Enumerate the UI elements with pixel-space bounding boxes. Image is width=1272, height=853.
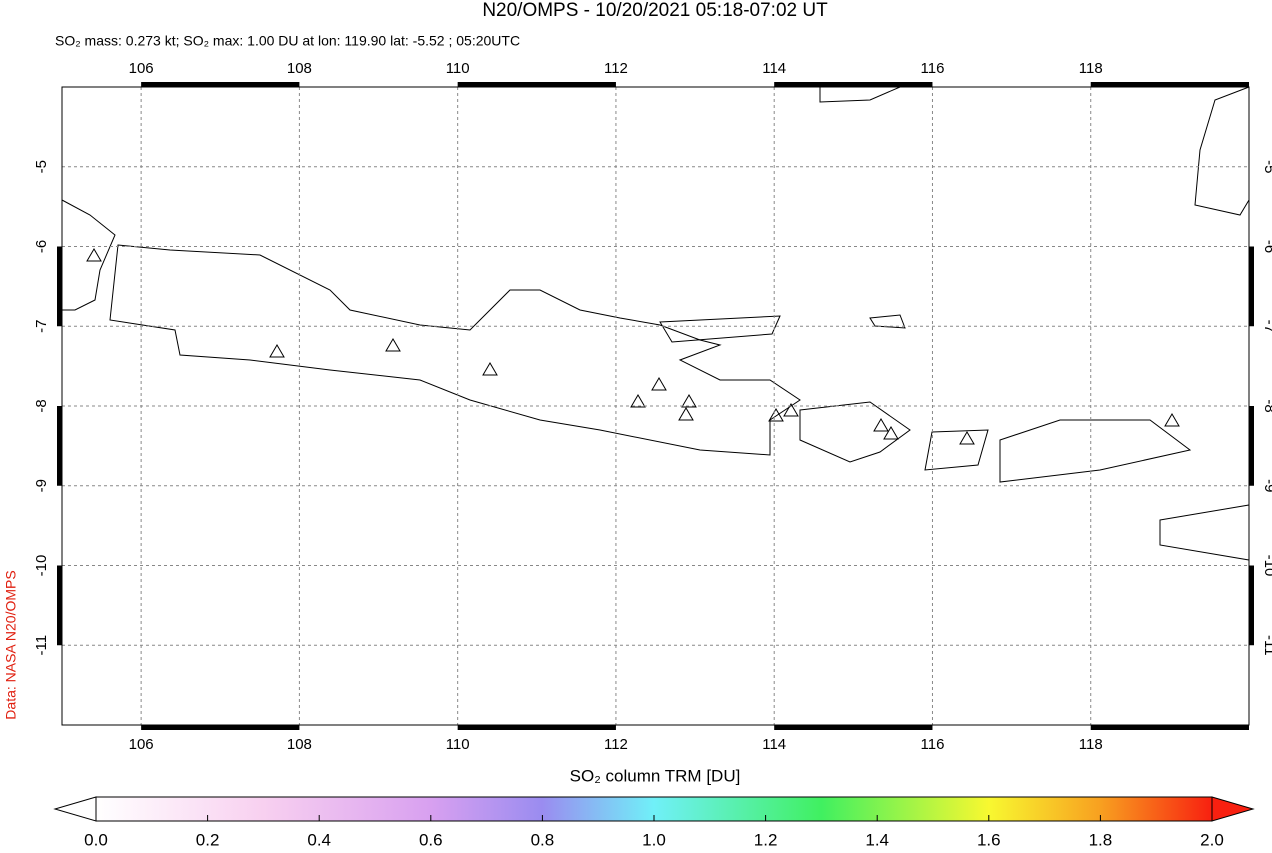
x-tick-label: 112 xyxy=(604,60,628,77)
frame-bar xyxy=(457,725,616,730)
y-tick-label: -10 xyxy=(33,555,50,577)
colorbar-tick-label: 1.8 xyxy=(1089,830,1113,849)
x-tick-label: 110 xyxy=(446,60,470,77)
sumbawa xyxy=(999,419,1192,483)
colorbar-tick-label: 0.0 xyxy=(84,830,108,849)
y-tick-label: -6 xyxy=(33,240,50,253)
colorbar-over xyxy=(1211,796,1255,822)
colorbar-tick-label: 0.6 xyxy=(419,830,443,849)
y-tick-label: -5 xyxy=(33,160,50,173)
title: N20/OMPS - 10/20/2021 05:18-07:02 UT xyxy=(482,0,828,21)
sumatra xyxy=(61,199,116,311)
kangean xyxy=(869,314,906,329)
volcanoes xyxy=(86,248,1180,445)
x-tick-label: 106 xyxy=(129,60,154,77)
volcano xyxy=(630,394,646,408)
volcano xyxy=(385,338,401,352)
volcano xyxy=(768,408,784,422)
volcano xyxy=(959,431,975,445)
colorbar-tick-label: 2.0 xyxy=(1200,830,1224,849)
x-tick-label: 118 xyxy=(1079,60,1103,77)
y-tick-label: -8 xyxy=(1261,399,1272,412)
x-tick-label: 114 xyxy=(762,60,786,77)
y-tick-label: -9 xyxy=(1261,479,1272,492)
volcano xyxy=(269,344,285,358)
colorbar-tick-label: 0.2 xyxy=(196,830,220,849)
x-tick-label: 118 xyxy=(1079,736,1103,753)
volcano xyxy=(86,248,102,262)
frame-bar xyxy=(1249,565,1254,646)
colorbar-label: SO₂ column TRM [DU] xyxy=(570,766,741,785)
colorbar-tick-label: 1.0 xyxy=(642,830,666,849)
lombok xyxy=(924,429,989,471)
subtitle: SO₂ mass: 0.273 kt; SO₂ max: 1.00 DU at … xyxy=(55,33,520,49)
y-tick-label: -11 xyxy=(1261,635,1272,656)
colorbar-tick-label: 1.2 xyxy=(754,830,778,849)
frame-bar xyxy=(774,82,933,87)
colorbar-tick-label: 0.4 xyxy=(307,830,331,849)
credit: Data: NASA N20/OMPS xyxy=(3,570,19,719)
x-tick-label: 116 xyxy=(921,60,945,77)
madura xyxy=(659,315,781,343)
volcano xyxy=(1164,413,1180,427)
y-tick-label: -11 xyxy=(33,635,50,656)
colorbar-tick-label: 0.8 xyxy=(531,830,555,849)
colorbar-under xyxy=(53,796,97,822)
y-tick-label: -5 xyxy=(1261,160,1272,173)
y-tick-label: -10 xyxy=(1261,555,1272,577)
colorbar-tick-label: 1.4 xyxy=(865,830,889,849)
volcano xyxy=(681,394,697,408)
x-tick-label: 110 xyxy=(446,736,470,753)
x-tick-label: 114 xyxy=(762,736,786,753)
frame-bar xyxy=(1090,82,1249,87)
frame-bar xyxy=(57,565,62,646)
frame-bar xyxy=(57,406,62,486)
frame-bar xyxy=(141,725,300,730)
x-tick-label: 108 xyxy=(287,736,312,753)
x-tick-label: 108 xyxy=(287,60,312,77)
map xyxy=(61,86,1250,725)
volcano xyxy=(783,403,799,417)
frame-bar xyxy=(141,82,300,87)
volcano xyxy=(482,362,498,376)
y-tick-label: -7 xyxy=(1261,320,1272,333)
volcano xyxy=(678,407,694,421)
java xyxy=(109,244,801,456)
volcano xyxy=(883,426,899,440)
y-tick-label: -8 xyxy=(33,399,50,412)
colorbar-tick-label: 1.6 xyxy=(977,830,1001,849)
y-tick-label: -6 xyxy=(1261,240,1272,253)
frame-bar xyxy=(774,725,933,730)
y-tick-label: -7 xyxy=(33,320,50,333)
x-tick-label: 112 xyxy=(604,736,628,753)
y-tick-label: -9 xyxy=(33,479,50,492)
bali xyxy=(799,401,911,463)
x-tick-label: 106 xyxy=(129,736,154,753)
frame-bar xyxy=(1090,725,1249,730)
volcano xyxy=(651,377,667,391)
sulawesi xyxy=(1194,86,1250,216)
frame-bar xyxy=(1249,406,1254,486)
x-tick-label: 116 xyxy=(921,736,945,753)
map-frame xyxy=(61,86,1250,726)
frame-bar xyxy=(457,82,616,87)
frame-bar xyxy=(57,246,62,327)
map-area xyxy=(62,87,1249,725)
volcano xyxy=(873,418,889,432)
frame-bar xyxy=(1249,246,1254,327)
